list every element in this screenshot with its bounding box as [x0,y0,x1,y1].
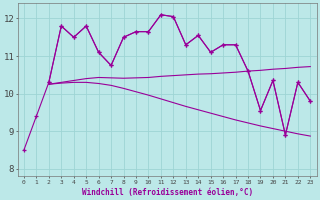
X-axis label: Windchill (Refroidissement éolien,°C): Windchill (Refroidissement éolien,°C) [82,188,253,197]
